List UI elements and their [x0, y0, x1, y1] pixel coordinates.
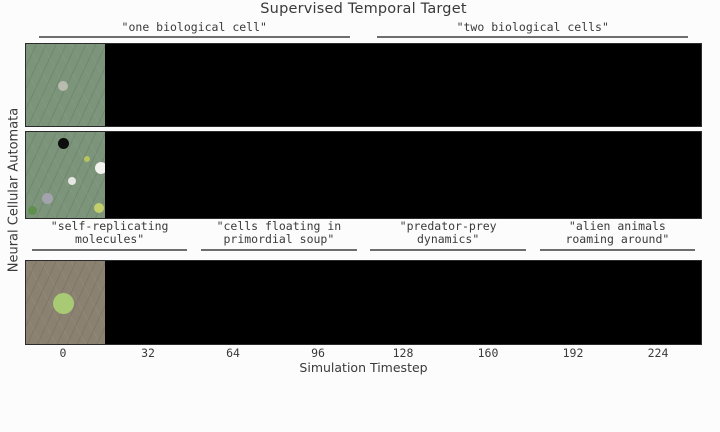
- segment-label-predator-prey-dynamics: "predator-prey dynamics": [364, 220, 533, 258]
- segment-label-text: "one biological cell": [121, 20, 267, 34]
- segment-label-text: "two biological cells": [456, 20, 609, 34]
- figure-title: Supervised Temporal Target: [260, 1, 467, 17]
- strip-row-2: [25, 131, 702, 219]
- tick-label: 192: [562, 346, 584, 360]
- tick-label: 160: [477, 346, 499, 360]
- label-underline: [38, 36, 350, 38]
- strip-row-1: [25, 43, 702, 127]
- tick-label: 96: [311, 346, 325, 360]
- label-underline: [31, 249, 188, 251]
- segment-label-two-biological-cells: "two biological cells": [364, 21, 703, 41]
- top-segment-labels: "one biological cell" "two biological ce…: [25, 21, 702, 41]
- segment-label-one-biological-cell: "one biological cell": [25, 21, 364, 41]
- cell-dot: [95, 162, 105, 174]
- y-axis-label: Neural Cellular Automata: [6, 107, 22, 273]
- initial-frame-3: [26, 261, 105, 344]
- cell-dot: [27, 205, 37, 215]
- segment-label-line1: "predator-prey: [399, 219, 497, 233]
- label-underline: [370, 249, 526, 251]
- cell-dot: [41, 192, 53, 204]
- initial-frame-2: [26, 132, 105, 218]
- plot-area: Supervised Temporal Target "one biologic…: [25, 0, 702, 432]
- tick-label: 128: [392, 346, 414, 360]
- tick-label: 224: [647, 346, 669, 360]
- cell-dot: [94, 203, 104, 213]
- tick-label: 32: [141, 346, 155, 360]
- label-underline: [377, 36, 689, 38]
- segment-label-line1: "alien animals: [568, 219, 666, 233]
- label-underline: [539, 249, 696, 251]
- middle-segment-labels: "self-replicating molecules" "cells floa…: [25, 220, 702, 258]
- strip-row-3: [25, 260, 702, 345]
- tick-label: 64: [226, 346, 240, 360]
- x-axis-label: Simulation Timestep: [299, 360, 428, 375]
- segment-label-line1: "self-replicating: [50, 219, 169, 233]
- label-underline: [201, 249, 357, 251]
- segment-label-line2: molecules": [75, 232, 145, 246]
- initial-frame-1: [26, 44, 105, 126]
- segment-label-line2: dynamics": [416, 232, 480, 246]
- x-axis-ticks: 0 32 64 96 128 160 192 224: [25, 346, 702, 360]
- segment-label-alien-animals-roaming: "alien animals roaming around": [533, 220, 702, 258]
- cell-dot: [58, 81, 68, 91]
- cell-dot: [84, 156, 90, 162]
- cell-dot: [68, 177, 76, 185]
- segment-label-cells-floating-primordial-soup: "cells floating in primordial soup": [194, 220, 363, 258]
- segment-label-line1: "cells floating in: [216, 219, 342, 233]
- tick-label: 0: [59, 346, 67, 360]
- cell-dot: [57, 137, 69, 149]
- segment-label-line2: roaming around": [565, 232, 670, 246]
- segment-label-self-replicating-molecules: "self-replicating molecules": [25, 220, 194, 258]
- segment-label-line2: primordial soup": [223, 232, 335, 246]
- cell-dot: [52, 292, 74, 314]
